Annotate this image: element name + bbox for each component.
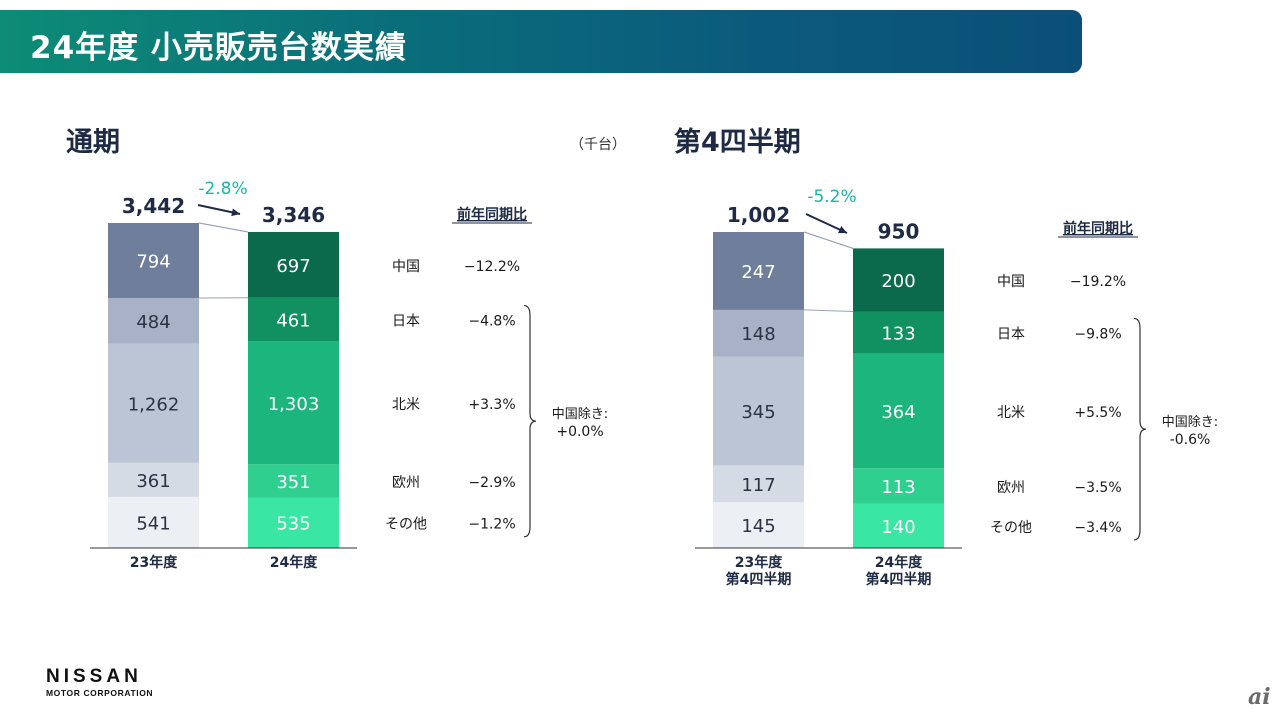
bar-1-0-0 <box>713 232 804 310</box>
bar-1-0-4 <box>713 502 804 548</box>
bar-0-0-3 <box>108 462 199 497</box>
bar-value-1-1-1: 133 <box>881 323 915 344</box>
bar-0-1-4 <box>248 497 339 548</box>
bar-1-0-3 <box>713 465 804 503</box>
total-0-0: 3,442 <box>122 194 185 218</box>
category-label-1-1-1: 第4四半期 <box>866 571 932 588</box>
nissan-logo: NISSAN <box>46 666 142 687</box>
yoy-value-0-3: −2.9% <box>468 475 515 491</box>
yoy-value-1-0: −19.2% <box>1070 274 1126 290</box>
bracket-label-1-1: -0.6% <box>1170 432 1211 448</box>
region-label-1-1: 日本 <box>997 326 1025 342</box>
section-title-full-year: 通期 <box>66 127 120 158</box>
bar-value-1-0-4: 145 <box>741 516 775 537</box>
bar-0-0-0 <box>108 223 199 298</box>
bar-0-0-2 <box>108 343 199 463</box>
yoy-value-0-1: −4.8% <box>468 314 515 330</box>
bar-value-0-1-4: 535 <box>276 514 310 535</box>
region-label-1-3: 欧州 <box>997 480 1025 496</box>
total-1-0: 1,002 <box>727 203 790 227</box>
bracket-label-1-0: 中国除き: <box>1162 415 1218 430</box>
bar-0-0-1 <box>108 297 199 344</box>
region-label-1-0: 中国 <box>997 274 1025 290</box>
yoy-value-0-0: −12.2% <box>464 259 520 275</box>
bar-1-1-1 <box>853 311 944 354</box>
bracket-0 <box>523 304 537 538</box>
yoy-header-1: 前年同期比 <box>1063 220 1133 237</box>
bar-value-1-0-2: 345 <box>741 402 775 423</box>
region-label-1-4: その他 <box>990 520 1032 536</box>
yoy-value-0-2: +3.3% <box>468 397 515 413</box>
region-label-0-4: その他 <box>385 517 427 533</box>
bar-value-1-0-1: 148 <box>741 324 775 345</box>
bar-value-1-1-3: 113 <box>881 477 915 498</box>
page-title: 24年度 小売販売台数実績 <box>30 30 407 66</box>
bar-value-0-1-3: 351 <box>276 472 310 493</box>
change-arrowhead-1 <box>838 226 847 234</box>
bar-1-0-1 <box>713 309 804 357</box>
category-label-1-0-1: 第4四半期 <box>726 571 792 588</box>
change-label-1: -5.2% <box>807 187 856 207</box>
nissan-logo-sub: MOTOR CORPORATION <box>46 688 154 698</box>
connector-top-0 <box>198 222 249 233</box>
connector-top-1 <box>803 231 854 249</box>
bar-value-1-1-4: 140 <box>881 517 915 538</box>
bar-value-0-0-0: 794 <box>136 251 170 272</box>
bar-value-1-1-2: 364 <box>881 402 915 423</box>
bar-1-1-4 <box>853 503 944 548</box>
bar-value-0-1-2: 1,303 <box>268 394 320 415</box>
region-label-0-2: 北米 <box>392 397 420 413</box>
region-label-1-2: 北米 <box>997 405 1025 421</box>
bracket-label-0-1: +0.0% <box>556 424 603 440</box>
yoy-value-0-4: −1.2% <box>468 517 515 533</box>
region-label-0-1: 日本 <box>392 314 420 330</box>
bar-value-0-0-2: 1,262 <box>128 394 180 415</box>
yoy-value-1-3: −3.5% <box>1074 480 1121 496</box>
category-label-0-1-0: 24年度 <box>270 554 318 571</box>
bar-value-0-0-4: 541 <box>136 513 170 534</box>
bar-value-0-1-0: 697 <box>276 256 310 277</box>
bar-value-0-1-1: 461 <box>276 311 310 332</box>
category-label-1-0-0: 23年度 <box>735 554 783 571</box>
bar-0-1-1 <box>248 297 339 342</box>
total-1-1: 950 <box>878 219 920 243</box>
yoy-value-1-2: +5.5% <box>1074 405 1121 421</box>
section-title-q4: 第4四半期 <box>674 127 801 158</box>
total-0-1: 3,346 <box>262 203 325 227</box>
yoy-header-0: 前年同期比 <box>457 206 527 223</box>
change-arrowhead-0 <box>231 208 240 217</box>
bar-value-1-1-0: 200 <box>881 271 915 292</box>
bracket-label-0-0: 中国除き: <box>552 407 608 422</box>
bracket-1 <box>1133 317 1147 541</box>
bar-0-1-2 <box>248 341 339 465</box>
change-label-0: -2.8% <box>198 179 247 199</box>
yoy-value-1-1: −9.8% <box>1074 326 1121 342</box>
category-label-0-0-0: 23年度 <box>130 554 178 571</box>
yoy-value-1-4: −3.4% <box>1074 520 1121 536</box>
bar-1-0-2 <box>713 356 804 466</box>
region-label-0-3: 欧州 <box>392 475 420 491</box>
bar-0-1-0 <box>248 231 339 298</box>
bar-1-1-0 <box>853 248 944 312</box>
title-bar: 24年度 小売販売台数実績 <box>0 10 1082 73</box>
watermark-logo: ai <box>1248 684 1271 710</box>
bar-value-1-0-0: 247 <box>741 262 775 283</box>
unit-label: （千台） <box>570 137 626 153</box>
category-label-1-1-0: 24年度 <box>875 554 923 571</box>
bar-0-0-4 <box>108 496 199 548</box>
bar-value-0-0-1: 484 <box>136 312 170 333</box>
region-label-0-0: 中国 <box>392 259 420 275</box>
connector-1-1 <box>803 309 854 312</box>
bar-1-1-3 <box>853 468 944 504</box>
bar-1-1-2 <box>853 353 944 469</box>
bar-value-0-0-3: 361 <box>136 471 170 492</box>
bar-value-1-0-3: 117 <box>741 475 775 496</box>
bar-0-1-3 <box>248 464 339 498</box>
